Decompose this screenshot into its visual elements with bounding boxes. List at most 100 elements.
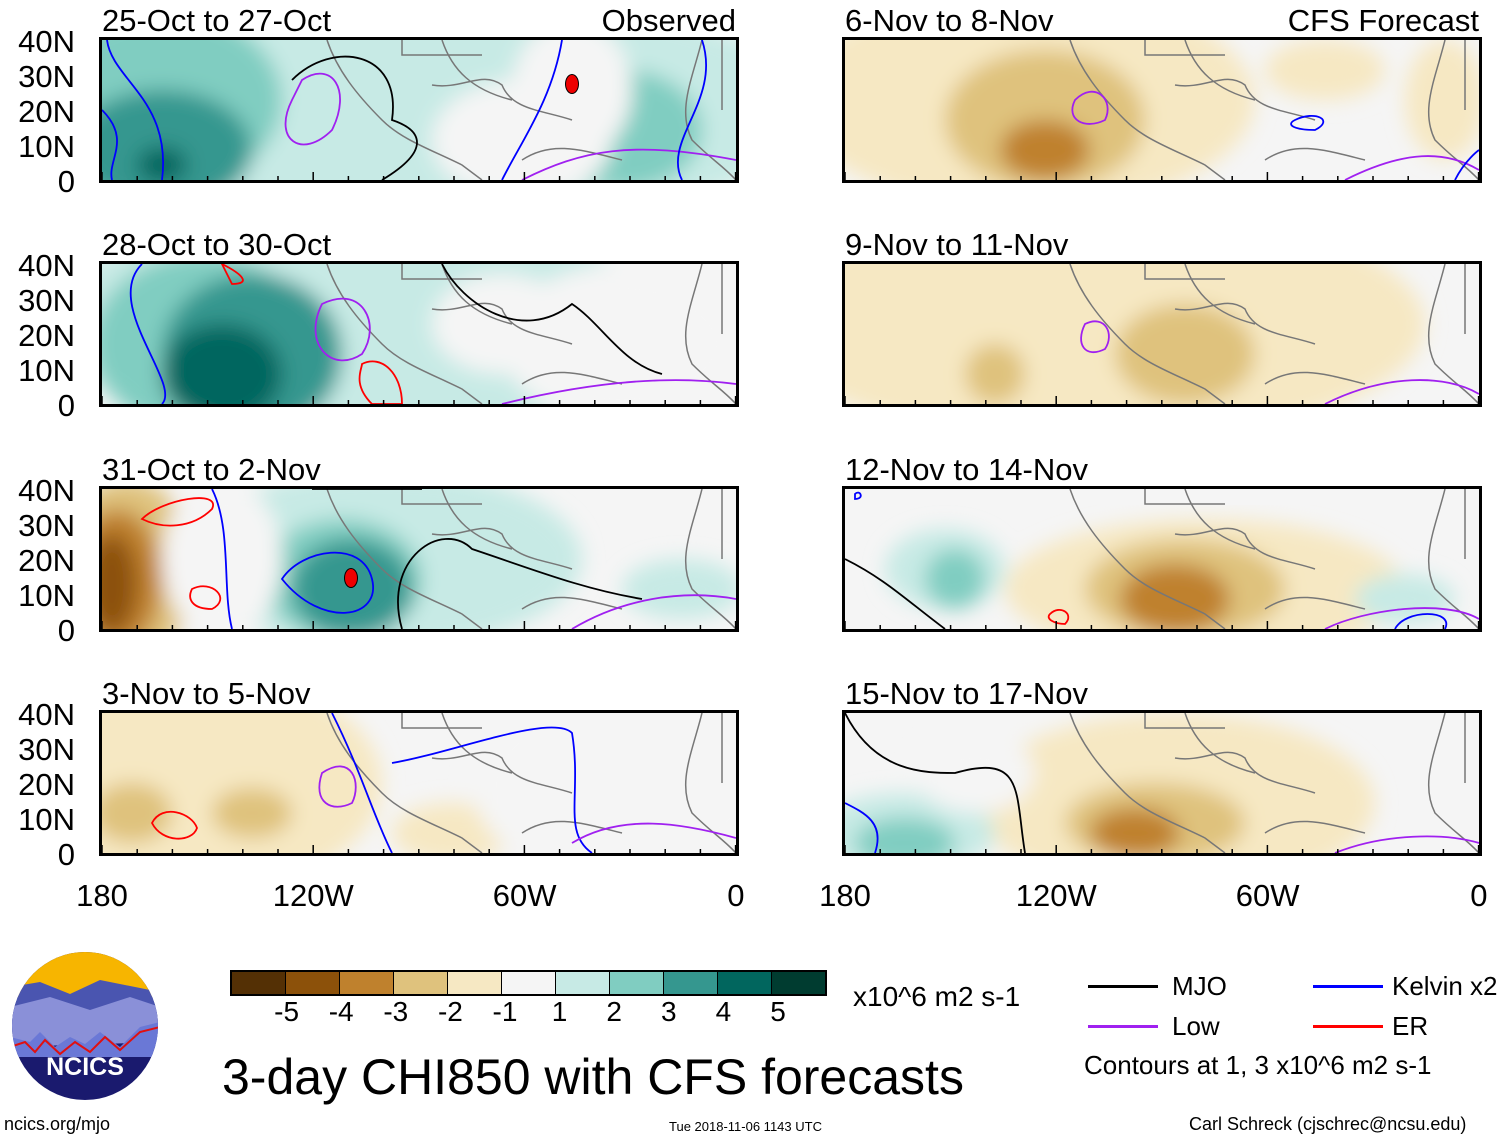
colorbar-units: x10^6 m2 s-1 [853,981,1021,1012]
wave-contour [189,585,222,610]
anomaly-shading [1115,304,1255,404]
wave-contour [211,489,233,629]
map-panel-right-2 [842,486,1482,632]
anomaly-shading [162,489,282,629]
wave-contour [1324,379,1479,404]
colorbar-label: -5 [274,996,300,1027]
map-panel-right-0 [842,37,1482,183]
colorbar-swatch [340,972,394,994]
panel-title-right-3: 15-Nov to 17-Nov [845,676,1088,711]
wave-contour [1080,320,1110,354]
wave-contour [441,264,663,375]
lon-label: 60W [1235,878,1300,913]
wave-contour [106,40,165,180]
lat-label: 0 [57,613,75,648]
legend-low-line [1088,1025,1158,1028]
wave-contour [102,109,118,180]
wave-contour [521,148,736,180]
map-panel-left-2 [99,486,739,632]
lat-label: 0 [57,837,75,872]
lat-label: 30N [18,59,75,94]
anomaly-shading [102,713,382,853]
map-panel-left-0 [99,37,739,183]
lon-label: 60W [492,878,557,913]
wave-contour [318,765,357,808]
coastline [1069,40,1479,180]
wave-contour [1344,155,1479,180]
lat-label: 10N [18,802,75,837]
anomaly-shading [472,713,736,853]
lat-label: 40N [18,473,75,508]
anomaly-shading [925,549,985,609]
anomaly-shading [1265,40,1385,100]
panel-title-right-1: 9-Nov to 11-Nov [845,227,1069,262]
colorbar-label: 3 [661,996,677,1027]
anomaly-shading [1000,120,1090,180]
lat-label: 0 [57,164,75,199]
lon-label: 120W [272,878,354,913]
wave-contour [280,551,374,614]
wave-contour [854,491,862,500]
lat-label: 20N [18,318,75,353]
wave-contour [1394,613,1448,629]
lat-label: 20N [18,543,75,578]
lat-label: 10N [18,578,75,613]
lat-label: 30N [18,508,75,543]
wave-contour [571,594,736,629]
coastline [326,264,736,404]
tropical-cyclone-icon [565,74,579,94]
anomaly-shading [1090,808,1180,853]
wave-contour [284,72,341,146]
legend-mjo-line [1088,985,1158,988]
colorbar-swatch [502,972,556,994]
wave-contour [1047,609,1070,625]
lat-label: 0 [57,388,75,423]
colorbar-label: -3 [383,996,409,1027]
map-panel-right-1 [842,261,1482,407]
anomaly-shading [855,818,955,853]
anomaly-shading [212,788,292,838]
tropical-cyclone-icon [344,568,358,588]
lon-label: 120W [1015,878,1097,913]
wave-contour [1290,115,1325,131]
ncics-logo: NCICS [12,952,158,1100]
colorbar-swatch [772,972,825,994]
anomaly-shading [915,733,1035,813]
footer-url[interactable]: ncics.org/mjo [4,1114,111,1134]
coastline [1069,713,1479,853]
lat-label: 20N [18,94,75,129]
colorbar-swatch [286,972,340,994]
map-panel-left-3 [99,710,739,856]
legend-er-label: ER [1392,1011,1429,1041]
legend-kelvin-label: Kelvin x2 [1392,971,1498,1001]
legend-low-label: Low [1172,1011,1220,1041]
coastline [326,489,736,629]
lat-label: 40N [18,24,75,59]
wave-contour [845,802,879,853]
svg-text:NCICS: NCICS [46,1053,124,1081]
anomaly-shading [1405,40,1479,160]
colorbar-swatch [448,972,502,994]
wave-contour [150,811,198,840]
lat-label: 20N [18,767,75,802]
coastline [1069,264,1479,404]
colorbar-label: -4 [328,996,354,1027]
wave-contour [676,40,708,180]
lon-label: 0 [727,878,745,913]
lat-label: 10N [18,353,75,388]
wave-contour [140,497,214,527]
wave-contour [129,264,167,404]
wave-contour [501,40,563,180]
map-panel-right-3 [842,710,1482,856]
wave-contour [314,297,371,362]
lat-label: 30N [18,283,75,318]
panel-title-right-2: 12-Nov to 14-Nov [845,452,1088,487]
wave-contour [1324,607,1479,629]
footer-timestamp: Tue 2018-11-06 1143 UTC [669,1119,822,1134]
wave-contour [501,379,736,404]
colorbar-swatch [610,972,664,994]
column-label-left: Observed [601,3,736,38]
colorbar-label: -1 [492,996,518,1027]
anomaly-shading [502,264,736,404]
wave-contour [397,538,643,629]
